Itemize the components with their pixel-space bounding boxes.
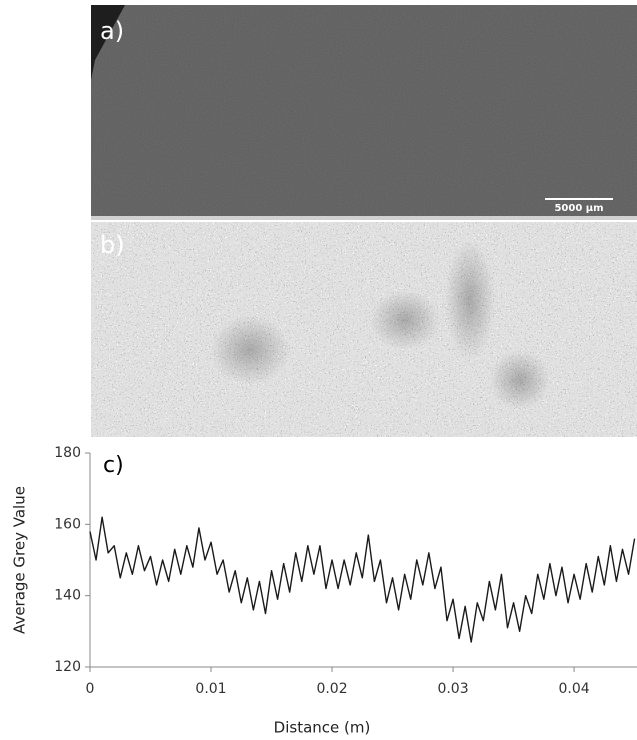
texture-a (91, 5, 637, 220)
x-tick-label: 0.04 (558, 681, 589, 697)
y-tick-label: 120 (54, 659, 81, 675)
dark-region (370, 290, 440, 350)
data-line (89, 516, 636, 643)
panel-b: b) (91, 222, 637, 437)
edge (91, 216, 637, 220)
y-tick-label: 140 (54, 588, 81, 604)
texture-b (91, 222, 637, 437)
y-tick-label: 160 (54, 516, 81, 532)
panel-label: a) (100, 17, 124, 45)
y-axis-label: Average Grey Value (11, 486, 29, 634)
x-tick-label: 0.03 (437, 681, 468, 697)
dark-region (490, 350, 550, 410)
y-tick-label: 180 (54, 445, 81, 461)
x-tick-label: 0 (86, 681, 95, 697)
dark-corner (91, 5, 125, 80)
dark-region (445, 240, 495, 360)
x-tick-label: 0.01 (195, 681, 226, 697)
chart: c) Distance (m) Average Grey Value 120 14… (11, 445, 637, 737)
x-tick-label: 0.02 (316, 681, 347, 697)
dark-region (210, 315, 290, 385)
scale-bar-label: 5000 µm (554, 203, 603, 214)
panel-a: a) 5000 µm (91, 5, 637, 220)
x-axis-label: Distance (m) (274, 719, 371, 737)
panel-label: b) (100, 231, 125, 259)
panel-label: c) (103, 453, 124, 478)
